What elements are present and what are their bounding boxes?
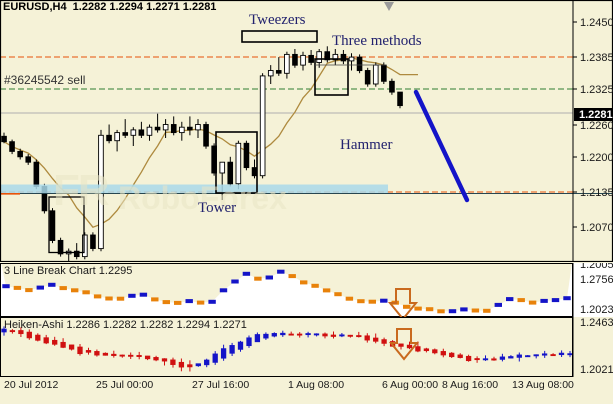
- svg-text:1.2325: 1.2325: [580, 84, 613, 96]
- svg-text:20 Jul 2012: 20 Jul 2012: [4, 379, 58, 391]
- svg-text:1.2135: 1.2135: [580, 187, 613, 199]
- svg-text:1.2021: 1.2021: [580, 364, 613, 376]
- svg-text:1.2260: 1.2260: [580, 120, 613, 132]
- svg-text:25 Jul 00:00: 25 Jul 00:00: [96, 379, 153, 391]
- svg-text:27 Jul 16:00: 27 Jul 16:00: [192, 379, 249, 391]
- svg-text:3 Line Break Chart 1.2295: 3 Line Break Chart 1.2295: [4, 265, 132, 277]
- svg-text:1.2023: 1.2023: [580, 304, 613, 316]
- svg-text:1.2463: 1.2463: [580, 317, 613, 329]
- svg-text:1.2200: 1.2200: [580, 152, 613, 164]
- svg-text:1.2005: 1.2005: [580, 263, 613, 271]
- svg-text:8 Aug 16:00: 8 Aug 16:00: [442, 379, 498, 391]
- svg-text:Heiken-Ashi 1.2286 1.2282 1.22: Heiken-Ashi 1.2286 1.2282 1.2282 1.2294 …: [4, 319, 247, 331]
- svg-text:1 Aug 08:00: 1 Aug 08:00: [288, 379, 344, 391]
- svg-text:1.2450: 1.2450: [580, 17, 613, 29]
- svg-text:1.2756: 1.2756: [580, 274, 613, 286]
- svg-text:13 Aug 08:00: 13 Aug 08:00: [512, 379, 574, 391]
- svg-text:1.2385: 1.2385: [580, 52, 613, 64]
- svg-text:6 Aug 00:00: 6 Aug 00:00: [382, 379, 438, 391]
- svg-text:1.2070: 1.2070: [580, 222, 613, 234]
- svg-text:1.2281: 1.2281: [579, 109, 613, 121]
